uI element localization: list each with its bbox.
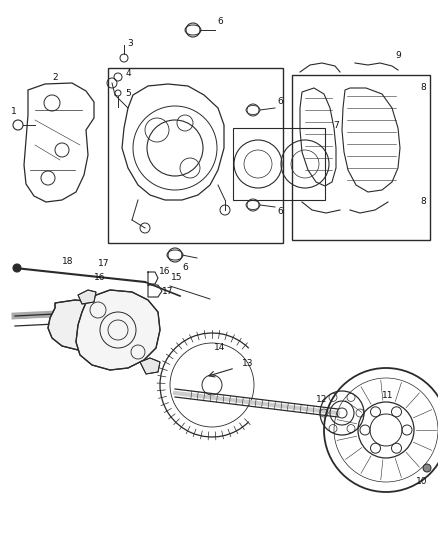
Text: 6: 6 [277, 98, 283, 107]
Text: 6: 6 [217, 18, 223, 27]
Text: 17: 17 [162, 287, 174, 295]
Bar [108, 68, 283, 243]
Text: 10: 10 [416, 478, 428, 487]
Polygon shape [48, 300, 122, 350]
Polygon shape [78, 290, 96, 304]
Text: 15: 15 [171, 273, 183, 282]
Text: 14: 14 [214, 343, 226, 352]
Text: 5: 5 [125, 88, 131, 98]
Bar [233, 128, 325, 200]
Text: 9: 9 [395, 51, 401, 60]
Text: 4: 4 [125, 69, 131, 77]
Bar [292, 75, 430, 240]
Text: 16: 16 [94, 273, 106, 282]
Circle shape [13, 264, 21, 272]
Text: 2: 2 [52, 74, 58, 83]
Text: 13: 13 [242, 359, 254, 368]
Text: 6: 6 [277, 207, 283, 216]
Text: 1: 1 [11, 108, 17, 117]
Text: 18: 18 [62, 257, 74, 266]
Text: 3: 3 [127, 39, 133, 49]
Text: 8: 8 [420, 84, 426, 93]
Text: 12: 12 [316, 395, 328, 405]
Text: 7: 7 [333, 122, 339, 131]
Text: 16: 16 [159, 268, 171, 277]
Polygon shape [140, 358, 160, 374]
Text: 8: 8 [420, 198, 426, 206]
Circle shape [423, 464, 431, 472]
Text: 11: 11 [382, 391, 394, 400]
Polygon shape [76, 290, 160, 370]
Text: 17: 17 [98, 260, 110, 269]
Text: 6: 6 [182, 262, 188, 271]
